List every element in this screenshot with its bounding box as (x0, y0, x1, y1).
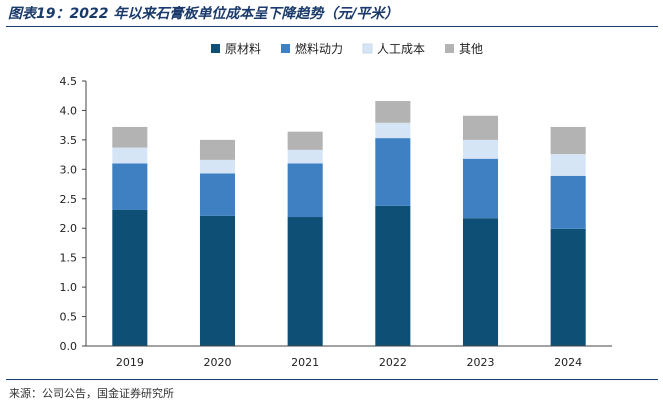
y-axis: 0.0 0.5 1.0 1.5 2.0 2.5 3.0 3.5 4.0 4.5 (60, 75, 87, 353)
legend-label: 其他 (459, 42, 483, 56)
bar-segment-2020-3 (199, 139, 236, 160)
y-tick-label: 1.0 (60, 281, 78, 294)
bar-segment-2022-3 (375, 101, 411, 123)
bar-segment-2021-2 (287, 149, 323, 164)
y-tick-label: 3.5 (60, 134, 78, 147)
legend-swatch (281, 44, 290, 53)
bar-segment-2022-0 (375, 205, 411, 346)
x-tick-label: 2020 (204, 356, 232, 369)
y-tick-label: 1.5 (60, 252, 78, 265)
bar-segment-2022-1 (375, 138, 411, 206)
bar-segment-2023-3 (462, 115, 499, 140)
legend-label: 原材料 (225, 42, 261, 56)
source-note: 来源：公司公告，国金证券研究所 (9, 387, 174, 400)
bar-segment-2020-1 (199, 173, 236, 216)
bar-segment-2020-2 (199, 159, 236, 174)
bar-segment-2023-1 (462, 158, 499, 219)
bar-segment-2023-0 (462, 218, 499, 346)
y-tick-label: 0.5 (60, 311, 78, 324)
x-tick-label: 2022 (379, 356, 407, 369)
bar-segment-2019-0 (112, 209, 148, 346)
bar-segment-2024-0 (550, 228, 586, 346)
bar-segment-2021-0 (287, 217, 323, 346)
y-tick-label: 4.0 (60, 104, 78, 117)
bar-segment-2019-2 (112, 147, 148, 164)
bar-segment-2024-2 (550, 154, 586, 176)
y-tick-label: 2.0 (60, 222, 78, 235)
x-tick-label: 2019 (116, 356, 144, 369)
bar-segment-2024-1 (550, 175, 586, 229)
bar-segment-2021-1 (287, 163, 323, 218)
legend-label: 人工成本 (377, 42, 425, 56)
y-tick-label: 0.0 (60, 340, 78, 353)
legend-swatch (362, 43, 373, 54)
bar-segment-2022-2 (375, 122, 411, 139)
bar-segment-2021-3 (287, 131, 323, 150)
x-tick-label: 2024 (554, 356, 582, 369)
chart-title: 图表19：2022 年以来石膏板单位成本呈下降趋势（元/平米） (8, 6, 399, 22)
bar-segment-2019-1 (112, 163, 148, 210)
legend: 原材料 燃料动力 人工成本 其他 (211, 41, 483, 56)
x-tick-label: 2021 (291, 356, 319, 369)
legend-swatch (211, 44, 220, 53)
y-tick-label: 3.0 (60, 163, 78, 176)
bar-segment-2020-0 (199, 215, 236, 346)
title-divider (6, 26, 658, 27)
x-axis: 2019 2020 2021 2022 2023 2024 (86, 345, 612, 369)
legend-label: 燃料动力 (295, 41, 343, 56)
y-tick-label: 2.5 (60, 193, 78, 206)
y-tick-label: 4.5 (60, 75, 78, 88)
x-tick-label: 2023 (467, 356, 495, 369)
bar-segment-2024-3 (550, 126, 586, 155)
bar-segment-2019-3 (112, 126, 148, 148)
source-divider (6, 379, 658, 380)
bar-segment-2023-2 (462, 139, 499, 159)
legend-swatch (445, 44, 454, 53)
bars (112, 101, 586, 346)
